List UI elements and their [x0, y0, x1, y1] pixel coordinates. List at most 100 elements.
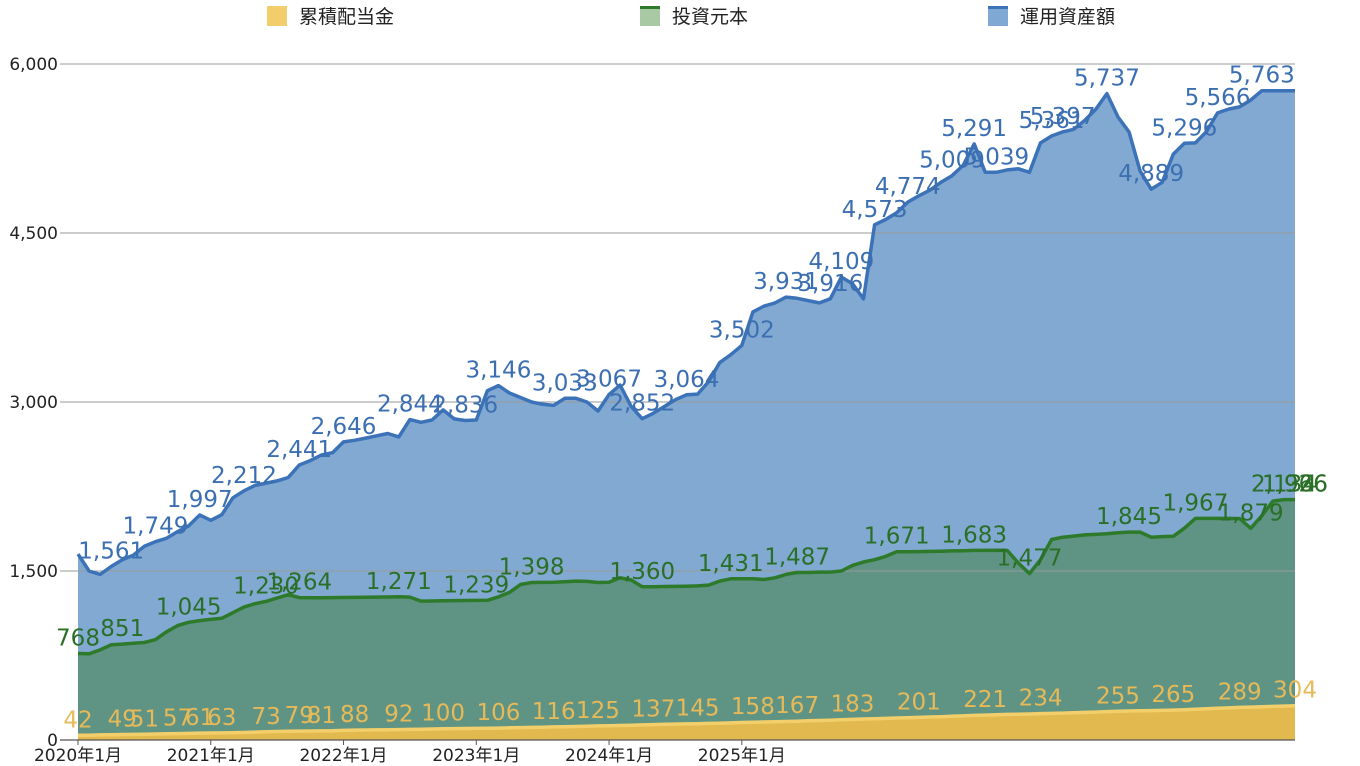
area-principal	[78, 499, 1295, 740]
x-tick-label: 2023年1月	[432, 746, 520, 766]
data-label-assets: 4,889	[1118, 161, 1184, 187]
data-label-principal: 1,487	[764, 544, 830, 570]
data-label-dividends: 137	[631, 697, 675, 723]
data-label-assets: 2,441	[266, 437, 332, 463]
y-tick-label: 6,000	[9, 55, 58, 75]
data-label-assets: 3,502	[709, 317, 775, 343]
data-label-assets: 5,361	[1019, 108, 1085, 134]
data-label-dividends: 183	[831, 691, 875, 717]
data-label-dividends: 88	[340, 702, 369, 728]
data-label-principal: 1,360	[609, 559, 675, 585]
data-label-assets: 2,212	[211, 463, 277, 489]
data-label-assets: 2,844	[377, 392, 443, 418]
data-label-principal: 1,045	[156, 594, 222, 620]
data-label-principal: 1,967	[1162, 490, 1228, 516]
line-principal	[77, 497, 1295, 656]
data-label-assets: 5,009	[919, 148, 985, 174]
data-label-assets: 5,397	[1030, 104, 1096, 130]
data-label-dividends: 234	[1019, 686, 1063, 712]
data-label-assets: 5,039	[963, 144, 1029, 170]
data-label-dividends: 92	[384, 702, 413, 728]
data-label-assets: 3,064	[654, 367, 720, 393]
data-label-assets: 1,997	[167, 487, 233, 513]
data-label-assets: 3,916	[797, 271, 863, 297]
data-label-principal: 1,683	[941, 522, 1007, 548]
data-label-assets: 2,852	[609, 391, 675, 417]
data-label-dividends: 79	[285, 703, 314, 729]
data-label-dividends: 304	[1273, 678, 1317, 704]
y-tick-label: 3,000	[9, 393, 58, 413]
data-label-dividends: 221	[963, 687, 1007, 713]
data-label-assets: 2,836	[432, 392, 498, 418]
legend-label-principal: 投資元本	[672, 6, 749, 28]
line-dividends	[77, 703, 1296, 738]
data-label-principal: 1,671	[864, 524, 930, 550]
data-label-dividends: 125	[576, 698, 620, 724]
legend-item-dividends[interactable]: 累積配当金	[267, 2, 394, 29]
x-tick-label: 2025年1月	[698, 746, 786, 766]
x-tick-label: 2020年1月	[34, 746, 122, 766]
data-label-dividends: 49	[108, 706, 137, 732]
legend-swatch-dividends	[267, 5, 287, 26]
x-tick-label: 2024年1月	[565, 746, 653, 766]
data-label-principal: 1,926	[1262, 472, 1328, 498]
data-label-assets: 2,646	[311, 414, 377, 440]
data-label-principal: 1,398	[499, 554, 565, 580]
data-label-dividends: 63	[207, 705, 236, 731]
data-label-assets: 3,931	[753, 269, 819, 295]
y-tick-label: 1,500	[9, 562, 58, 582]
data-label-assets: 3,067	[576, 366, 642, 392]
data-label-principal: 2,134	[1251, 472, 1317, 498]
data-label-assets: 5,296	[1151, 115, 1217, 141]
data-label-assets: 3,146	[465, 358, 531, 384]
data-label-dividends: 158	[731, 694, 775, 720]
y-tick-label: 4,500	[9, 224, 58, 244]
data-label-principal: 768	[56, 625, 100, 651]
data-label-assets: 4,774	[875, 174, 941, 200]
data-label-dividends: 167	[775, 693, 819, 719]
y-tick-label: 0	[47, 731, 58, 751]
data-label-principal: 1,230	[233, 573, 299, 599]
data-label-dividends: 116	[532, 699, 576, 725]
legend: 累積配当金 投資元本 運用資産額	[0, 0, 1360, 30]
data-label-assets: 3,033	[532, 370, 598, 396]
legend-item-assets[interactable]: 運用資産額	[988, 2, 1115, 29]
x-tick-label: 2021年1月	[167, 746, 255, 766]
data-label-dividends: 57	[163, 706, 192, 732]
legend-label-dividends: 累積配当金	[299, 6, 395, 28]
data-label-assets: 5,291	[941, 116, 1007, 142]
data-label-assets: 1,749	[123, 514, 189, 540]
data-label-dividends: 201	[897, 689, 941, 715]
data-label-assets: 4,573	[842, 197, 908, 223]
data-label-principal: 1,264	[266, 570, 332, 596]
data-label-principal: 1,477	[997, 546, 1063, 572]
data-label-dividends: 106	[476, 700, 520, 726]
data-label-principal: 1,845	[1096, 504, 1162, 530]
data-label-dividends: 51	[130, 706, 159, 732]
x-tick-label: 2022年1月	[299, 746, 387, 766]
line-assets	[76, 88, 1295, 577]
data-label-assets: 5,566	[1185, 85, 1251, 111]
legend-swatch-principal	[640, 5, 660, 26]
legend-label-assets: 運用資産額	[1020, 6, 1116, 28]
data-label-dividends: 289	[1218, 679, 1262, 705]
data-label-principal: 1,966	[1262, 472, 1328, 498]
data-label-dividends: 61	[185, 705, 214, 731]
data-label-assets: 5,763	[1229, 63, 1295, 89]
data-label-principal: 1,271	[366, 569, 432, 595]
data-label-assets: 5,737	[1074, 66, 1140, 92]
data-label-dividends: 42	[63, 707, 92, 733]
data-label-dividends: 73	[251, 704, 280, 730]
data-label-dividends: 265	[1151, 682, 1195, 708]
data-label-assets: 1,561	[78, 538, 144, 564]
data-label-principal: 851	[100, 616, 144, 642]
legend-item-principal[interactable]: 投資元本	[640, 2, 748, 29]
data-label-principal: 1,431	[698, 551, 764, 577]
data-label-dividends: 255	[1096, 683, 1140, 709]
data-label-assets: 4,109	[808, 249, 874, 275]
data-label-principal: 1,239	[443, 572, 509, 598]
data-label-principal: 1,879	[1218, 500, 1284, 526]
legend-swatch-assets	[988, 5, 1008, 26]
data-label-dividends: 145	[676, 696, 720, 722]
